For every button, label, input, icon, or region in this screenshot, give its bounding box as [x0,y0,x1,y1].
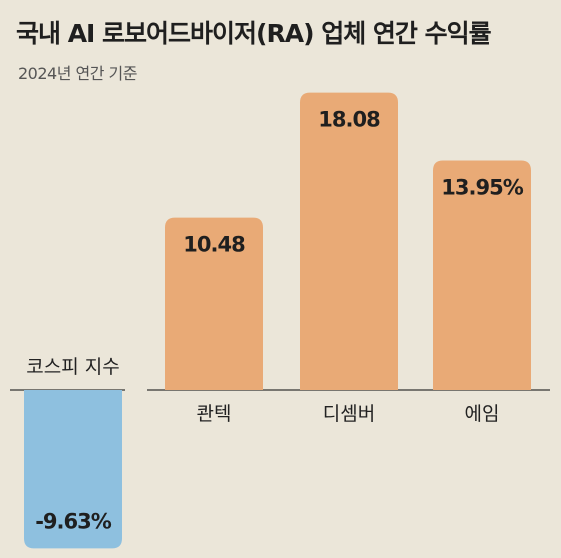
data-label-3: 18.08 [318,108,380,132]
bar-2 [165,217,263,390]
bar-4 [433,160,531,390]
data-label-2: 10.48 [183,233,245,257]
data-label-1: -9.63% [35,509,112,533]
data-label-4: 13.95% [441,176,523,200]
category-label-2: 콴텍 [197,403,232,425]
bar-1 [24,390,122,549]
category-label-4: 에임 [465,403,500,425]
category-label-3: 디셈버 [323,403,375,425]
category-label-1: 코스피 지수 [26,356,119,378]
chart-subtitle: 2024년 연간 기준 [18,64,138,83]
bar-3 [300,92,398,391]
chart-title: 국내 AI 로보어드바이저(RA) 업체 연간 수익률 [16,19,492,48]
